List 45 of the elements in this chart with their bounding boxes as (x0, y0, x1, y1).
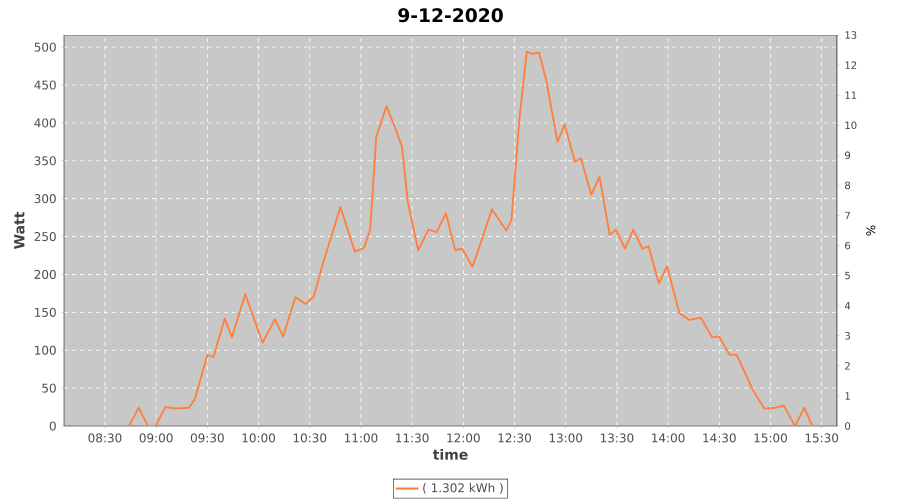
x-tick-label: 10:30 (294, 433, 326, 442)
y-tick-label: 50 (42, 384, 56, 393)
x-tick-label: 13:00 (550, 433, 582, 442)
y2-tick-label: 6 (845, 242, 850, 250)
y-tick-label: 350 (34, 156, 56, 166)
y2-tick-label: 13 (846, 31, 856, 39)
y2-tick-label: 2 (845, 362, 850, 370)
chart-title: 9-12-2020 (398, 8, 503, 22)
y2-tick-label: 4 (844, 302, 850, 310)
x-tick-label: 12:30 (498, 433, 531, 442)
x-tick-label: 10:00 (242, 433, 276, 442)
y2-tick-label: 7 (845, 212, 850, 220)
x-tick-label: 09:00 (140, 433, 173, 442)
y-tick-label: 250 (34, 232, 56, 242)
y2-tick-label: 10 (846, 121, 856, 130)
x-tick-label: 12:00 (447, 433, 480, 442)
x-tick-label: 08:30 (88, 433, 122, 442)
x-tick-label: 09:30 (190, 433, 224, 442)
legend-label: ( 1.302 kWh ) (423, 483, 503, 494)
x-tick-label: 14:30 (703, 433, 736, 442)
x-axis-title: time (432, 448, 468, 460)
y-tick-label: 450 (34, 80, 56, 90)
y2-tick-label: 5 (845, 272, 850, 280)
y-tick-label: 150 (35, 308, 56, 317)
y-tick-label: 300 (34, 194, 56, 204)
y2-tick-label: 12 (846, 61, 856, 69)
y2-tick-label: 3 (845, 332, 850, 340)
y2-tick-label: 0 (845, 422, 850, 430)
y2-tick-label: 1 (846, 392, 850, 400)
x-tick-label: 11:00 (344, 433, 378, 442)
y-tick-label: 500 (34, 42, 56, 52)
x-tick-label: 15:30 (806, 433, 838, 442)
y2-tick-label: 9 (845, 152, 850, 160)
y2-tick-label: 11 (846, 92, 856, 99)
x-tick-label: 11:30 (396, 433, 429, 442)
x-tick-label: 15:00 (754, 433, 787, 442)
y-tick-label: 400 (34, 118, 56, 128)
y-tick-label: 200 (34, 270, 56, 279)
x-tick-label: 14:00 (652, 433, 685, 442)
y-axis-title: Watt (14, 212, 25, 249)
y-tick-label: 0 (50, 421, 56, 431)
y-tick-label: 100 (35, 346, 56, 355)
y2-tick-label: 8 (845, 182, 850, 190)
x-tick-label: 13:30 (600, 433, 634, 442)
y2-axis-title: % (866, 225, 876, 236)
